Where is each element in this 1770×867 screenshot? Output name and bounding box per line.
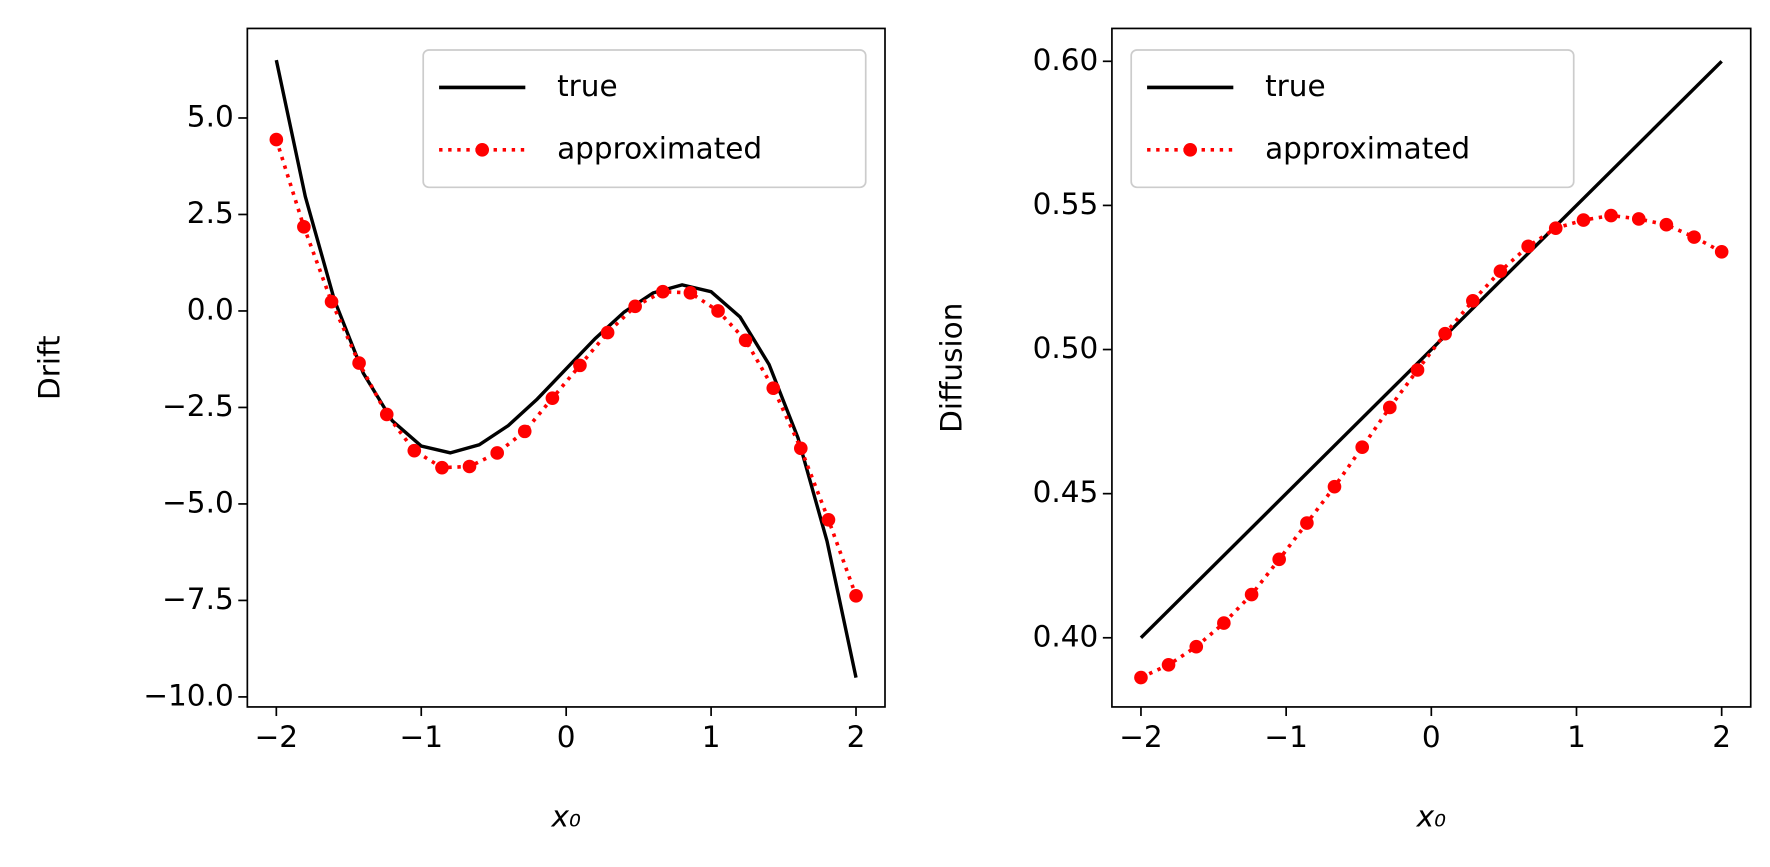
x-tick-label: −2 — [1119, 720, 1162, 754]
series-line — [1140, 213, 1723, 680]
marker — [379, 407, 394, 422]
marker — [1189, 639, 1204, 654]
y-axis-label: Drift — [33, 335, 67, 399]
marker — [1604, 208, 1618, 223]
marker — [1687, 230, 1701, 244]
x-tick-label: 2 — [847, 720, 866, 754]
y-tick-label: 0.60 — [1033, 43, 1099, 77]
marker — [435, 460, 449, 475]
y-tick-label: 0.45 — [1033, 475, 1099, 509]
y-tick-label: 5.0 — [187, 99, 234, 133]
marker — [821, 512, 836, 527]
axes-frame — [1111, 27, 1752, 708]
marker — [573, 358, 587, 373]
legend-frame — [1130, 49, 1575, 189]
marker — [1244, 587, 1259, 602]
marker — [600, 325, 615, 340]
marker — [1300, 516, 1314, 530]
marker — [1134, 670, 1148, 685]
x-tick-label: −1 — [1264, 720, 1308, 754]
marker — [1576, 213, 1591, 227]
legend-label: approximated — [1265, 131, 1470, 165]
marker — [407, 443, 422, 458]
y-tick-label: −5.0 — [162, 485, 234, 519]
marker — [269, 132, 284, 147]
x-tick-label: 1 — [1567, 720, 1586, 754]
marker — [1272, 552, 1286, 567]
marker — [1217, 616, 1231, 630]
marker — [517, 424, 532, 439]
marker — [1438, 326, 1452, 341]
x-tick-label: 1 — [702, 720, 721, 754]
marker — [1410, 363, 1425, 377]
legend-marker — [1183, 143, 1198, 157]
x-tick-label: 0 — [557, 720, 576, 754]
marker — [545, 391, 560, 405]
marker — [683, 286, 698, 300]
marker — [1466, 294, 1480, 308]
marker — [711, 304, 725, 318]
y-tick-label: −7.5 — [162, 582, 234, 616]
marker — [793, 441, 808, 456]
legend-label: approximated — [557, 131, 762, 165]
marker — [1521, 239, 1535, 254]
x-axis-label: x₀ — [551, 800, 581, 834]
legend-frame — [422, 49, 867, 189]
y-tick-label: −10.0 — [143, 678, 233, 712]
marker — [352, 356, 366, 370]
legend-marker — [475, 143, 490, 157]
marker — [1714, 245, 1729, 259]
marker — [1161, 658, 1176, 672]
marker — [490, 446, 504, 460]
marker — [1355, 440, 1370, 455]
marker — [656, 284, 670, 299]
y-tick-label: 0.0 — [187, 292, 234, 326]
marker — [324, 294, 339, 309]
y-tick-label: 0.40 — [1033, 619, 1099, 653]
marker — [1548, 221, 1563, 235]
x-tick-label: 0 — [1422, 720, 1441, 754]
y-tick-label: −2.5 — [162, 389, 234, 423]
legend-label: true — [1265, 69, 1326, 103]
marker — [297, 220, 311, 234]
series-line — [1139, 60, 1723, 639]
y-axis-label: Diffusion — [935, 303, 969, 433]
legend-label: true — [557, 69, 618, 103]
x-tick-label: 2 — [1712, 720, 1731, 754]
x-axis-label: x₀ — [1416, 800, 1446, 834]
series-line — [274, 59, 858, 678]
marker — [1493, 264, 1508, 278]
x-tick-label: −1 — [400, 720, 444, 754]
marker — [1327, 479, 1342, 494]
marker — [1382, 400, 1397, 415]
y-tick-label: 2.5 — [187, 196, 234, 230]
x-tick-label: −2 — [255, 720, 299, 754]
legend: true approximated — [422, 49, 867, 189]
marker — [1631, 212, 1646, 226]
marker — [738, 333, 753, 348]
marker — [766, 381, 781, 395]
legend: true approximated — [1130, 49, 1575, 189]
marker — [849, 588, 863, 603]
marker — [462, 459, 477, 474]
y-tick-label: 0.55 — [1033, 187, 1099, 221]
axes-frame — [246, 27, 886, 708]
marker — [628, 299, 642, 314]
y-tick-label: 0.50 — [1033, 331, 1099, 365]
marker — [1659, 217, 1674, 232]
